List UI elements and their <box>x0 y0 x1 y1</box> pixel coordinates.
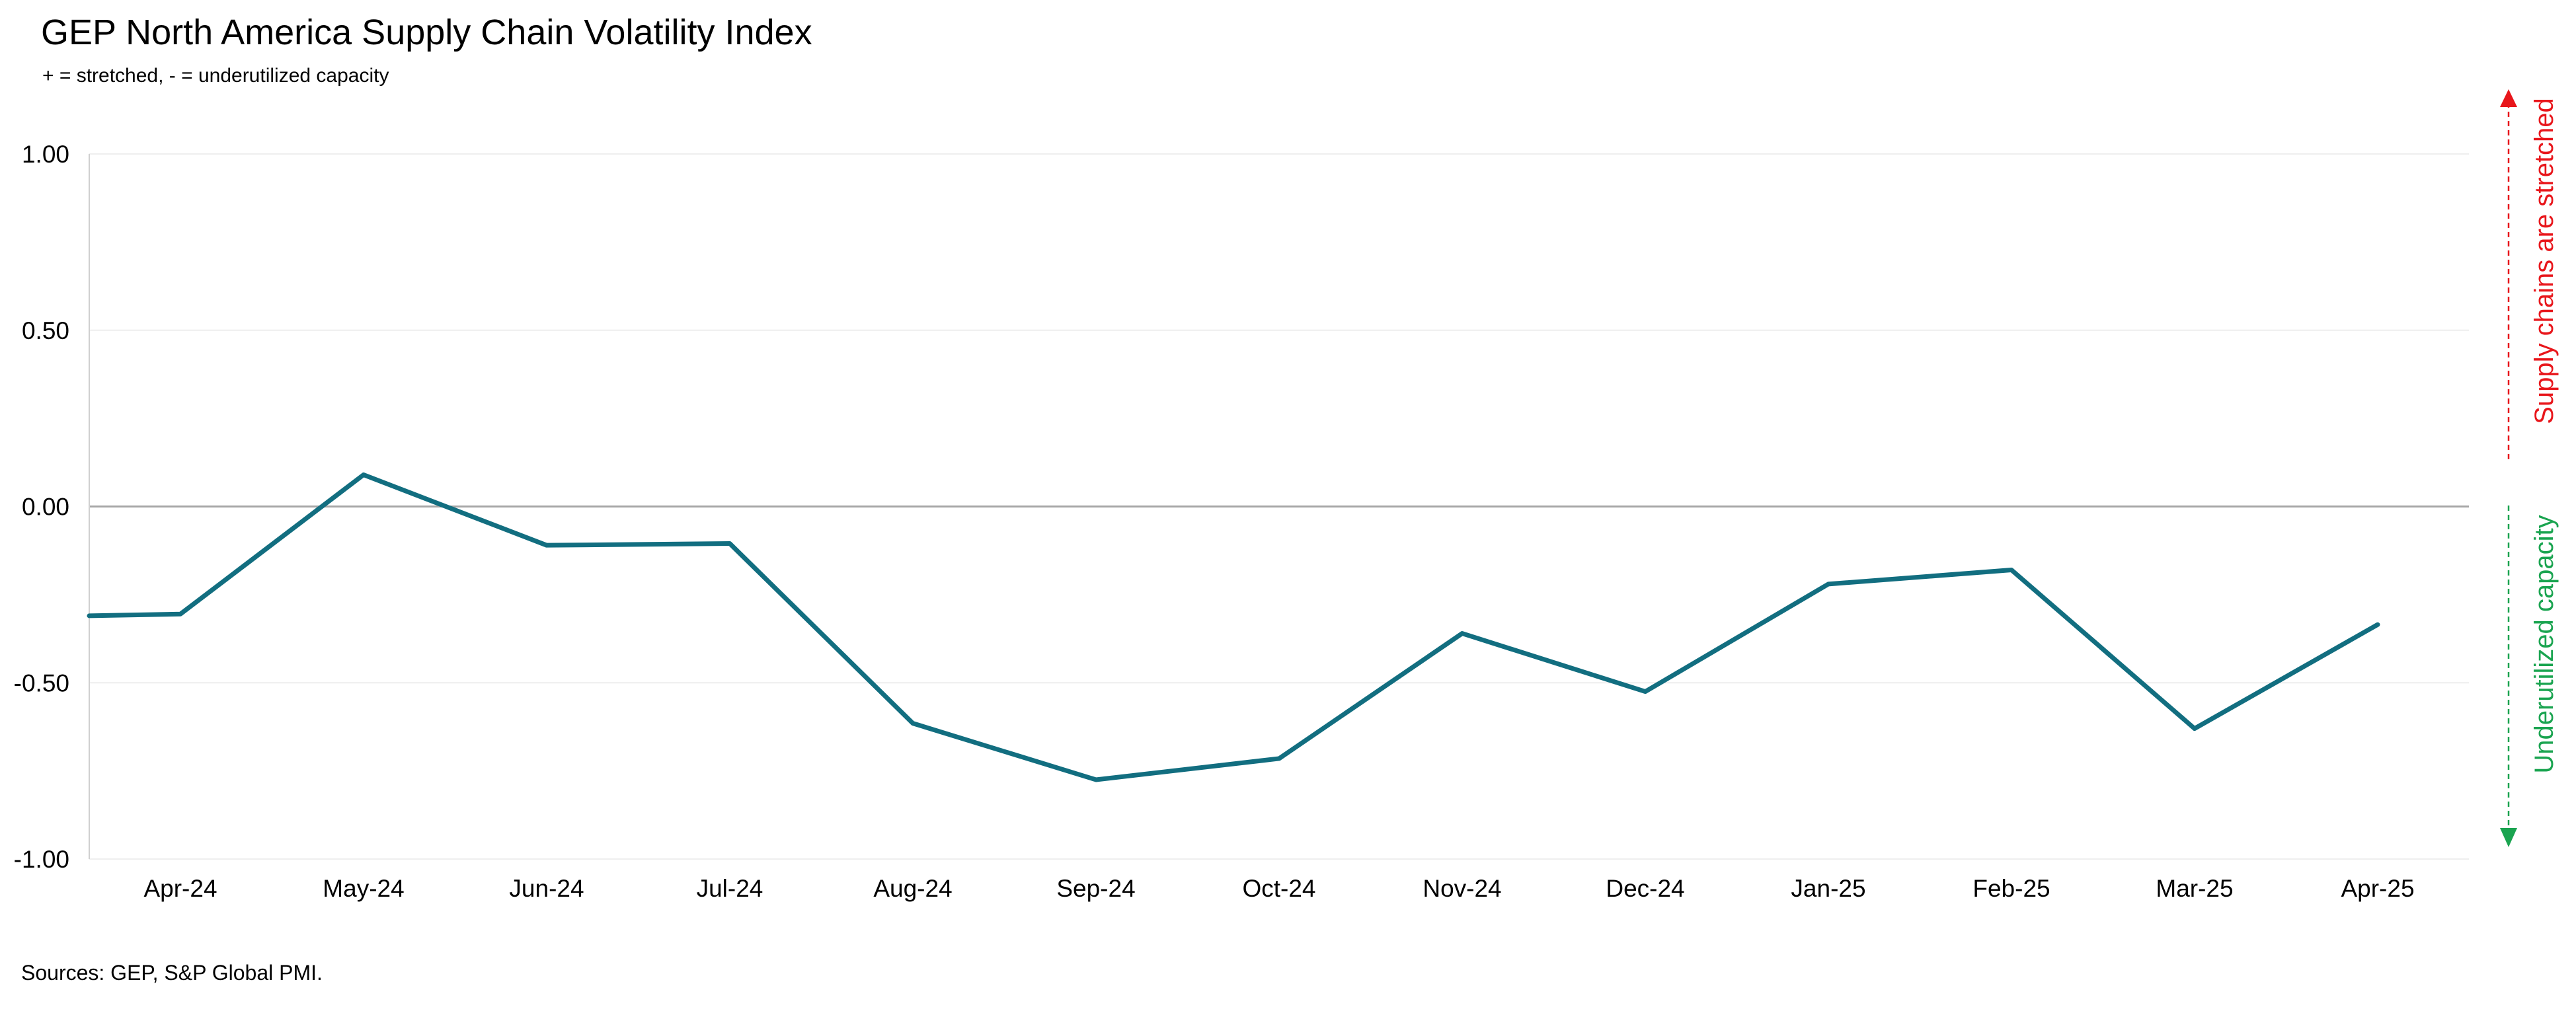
source-note: Sources: GEP, S&P Global PMI. <box>21 961 323 985</box>
data-point <box>729 543 730 544</box>
data-point <box>1095 778 1097 780</box>
x-tick-label: Nov-24 <box>1423 875 1501 902</box>
y-axis-ticks: 1.00 0.50 0.00 -0.50 -1.00 <box>14 141 69 873</box>
x-tick-label: Aug-24 <box>873 875 952 902</box>
x-tick-label: Feb-25 <box>1972 875 2050 902</box>
data-point <box>2194 728 2195 730</box>
chart-title: GEP North America Supply Chain Volatilit… <box>41 13 812 52</box>
x-tick-label: Jun-24 <box>509 875 584 902</box>
x-tick-label: Mar-25 <box>2156 875 2233 902</box>
y-tick-label: -1.00 <box>14 846 69 873</box>
side-annotations: Supply chains are stretched Underutilize… <box>2500 89 2559 847</box>
up-arrow-icon <box>2500 89 2517 107</box>
chart-subtitle: + = stretched, - = underutilized capacit… <box>42 65 389 87</box>
series-line <box>87 472 2380 782</box>
x-tick-label: Oct-24 <box>1242 875 1315 902</box>
series-layer <box>87 472 2380 782</box>
down-arrow-icon <box>2500 828 2517 847</box>
y-tick-label: 0.50 <box>22 317 69 344</box>
y-tick-label: -0.50 <box>14 669 69 696</box>
data-point <box>1278 757 1280 759</box>
x-tick-label: Dec-24 <box>1606 875 1684 902</box>
x-tick-label: May-24 <box>323 875 404 902</box>
x-tick-label: Sep-24 <box>1056 875 1135 902</box>
x-tick-label: Apr-24 <box>143 875 217 902</box>
data-point <box>363 474 364 476</box>
data-point <box>1645 691 1646 693</box>
data-point <box>1462 632 1463 634</box>
underutilized-label: Underutilized capacity <box>2530 515 2559 773</box>
data-point <box>2011 569 2012 571</box>
data-point <box>546 544 547 546</box>
data-point <box>2377 624 2378 626</box>
data-point <box>180 613 181 615</box>
stretched-label: Supply chains are stretched <box>2530 98 2559 424</box>
data-point <box>912 722 914 724</box>
x-tick-label: Jan-25 <box>1791 875 1865 902</box>
x-tick-label: Jul-24 <box>697 875 763 902</box>
gridlines <box>89 153 2469 860</box>
data-point <box>1828 583 1829 585</box>
y-tick-label: 1.00 <box>22 141 69 168</box>
x-axis-ticks: Apr-24 May-24 Jun-24 Jul-24 Aug-24 Sep-24 Oct-… <box>143 875 2414 902</box>
x-tick-label: Apr-25 <box>2341 875 2414 902</box>
y-tick-label: 0.00 <box>22 494 69 521</box>
